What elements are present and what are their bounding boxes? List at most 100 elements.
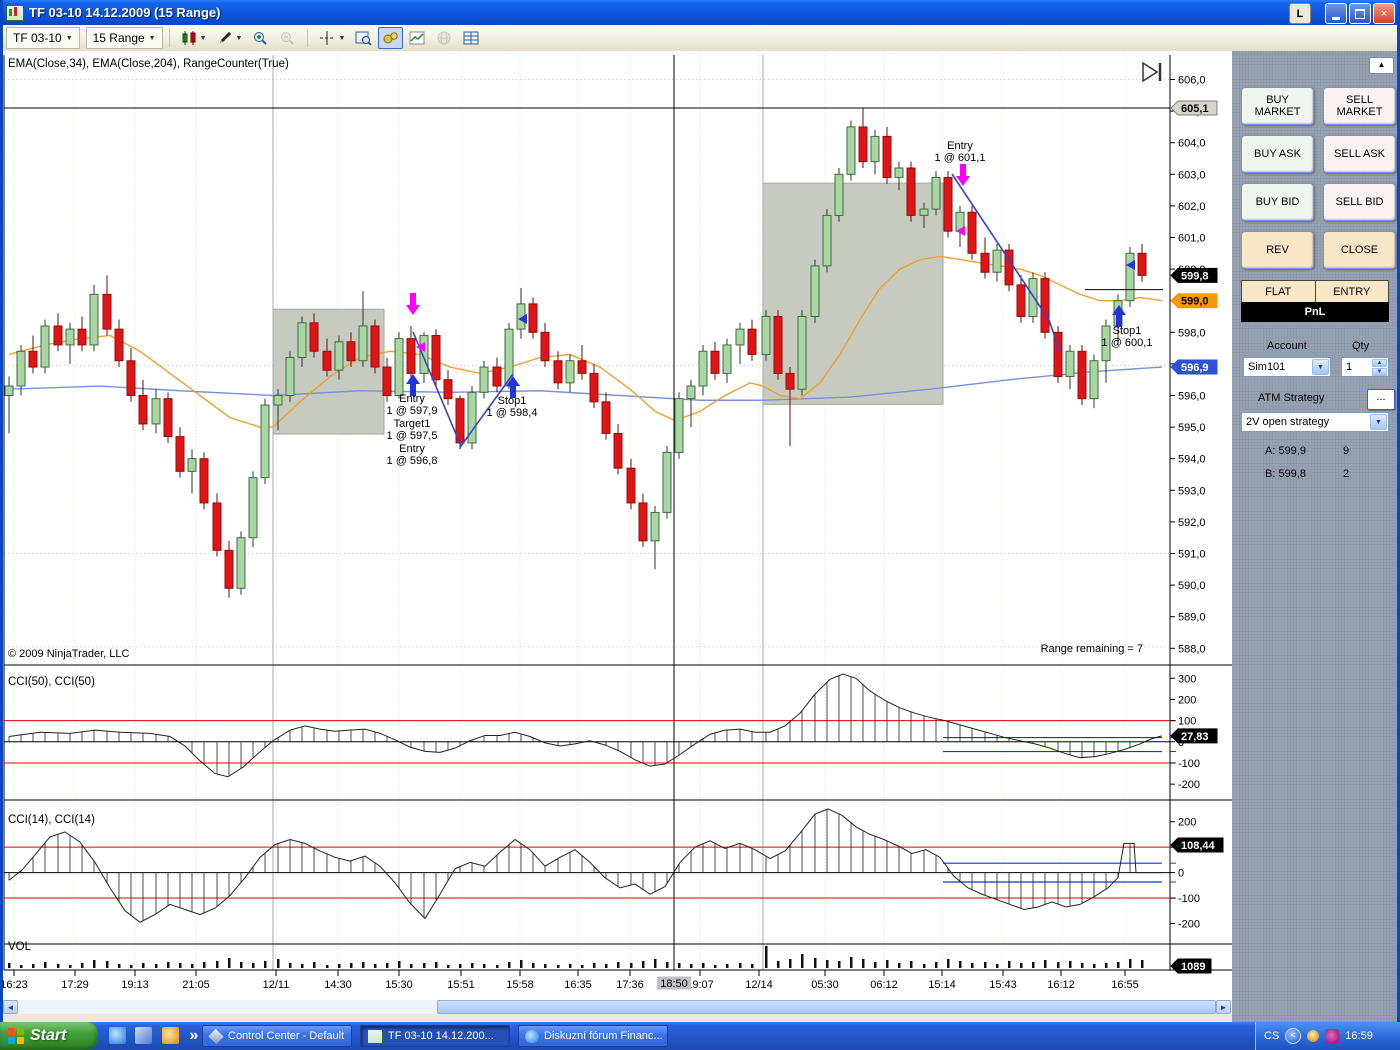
scrollbar-thumb[interactable] — [437, 1000, 1216, 1014]
sell-bid-button[interactable]: SELL BID — [1323, 183, 1396, 221]
panel-scroll-up-button[interactable]: ▲ — [1369, 57, 1394, 74]
app-icon[interactable] — [161, 1027, 179, 1045]
zoom-out-button[interactable] — [275, 27, 300, 49]
taskbar-task-1[interactable]: Control Center - Default — [202, 1025, 352, 1047]
instrument-selector[interactable]: TF 03-10 ▼ — [6, 27, 80, 49]
candle-body — [346, 341, 356, 362]
chart-canvas[interactable]: 588,0 589,0 590,0 591,0 592,0 593,0 594,0 595,0… — [3, 51, 1232, 1000]
interval-selector[interactable]: 15 Range ▼ — [85, 27, 163, 49]
spin-up-icon[interactable]: ▲ — [1372, 359, 1387, 367]
price-tick-label: 588,0 — [1178, 643, 1206, 655]
zoom-in-button[interactable] — [248, 27, 273, 49]
volume-bar — [8, 963, 11, 968]
language-button[interactable]: L — [1289, 3, 1311, 24]
flat-button[interactable]: FLAT — [1242, 281, 1316, 303]
app-chart-icon — [6, 4, 24, 21]
account-value: Sim101 — [1248, 361, 1286, 373]
sell-marker-icon — [956, 226, 965, 236]
volume-bar — [142, 963, 145, 968]
candle-body — [199, 458, 209, 504]
close-button[interactable]: × — [1373, 3, 1395, 24]
candle-body — [4, 385, 14, 396]
chevron-down-icon[interactable]: ▼ — [1312, 359, 1329, 375]
clock-app-icon[interactable] — [1307, 1030, 1320, 1042]
cci-tick-label: 200 — [1178, 694, 1196, 706]
volume-bar — [118, 964, 121, 968]
chevron-down-icon[interactable]: ▼ — [1370, 414, 1387, 430]
time-tick-label: 12/14 — [745, 979, 773, 991]
buy-bid-button[interactable]: BUY BID — [1241, 183, 1314, 221]
volume-bar — [532, 963, 535, 968]
position-box — [762, 182, 944, 405]
candle-body — [822, 214, 832, 267]
account-select[interactable]: Sim101 ▼ — [1243, 357, 1331, 377]
time-tick-label: 19:13 — [121, 979, 149, 991]
window-bottom-strip — [3, 1014, 1232, 1022]
scroll-right-button[interactable]: ► — [1216, 1000, 1231, 1014]
price-tick-label: 601,0 — [1178, 233, 1206, 245]
time-tick-label: 16:55 — [1111, 979, 1139, 991]
entry-button[interactable]: ENTRY — [1333, 286, 1371, 298]
rev-button[interactable]: REV — [1241, 231, 1314, 269]
buy-ask-button[interactable]: BUY ASK — [1241, 135, 1314, 173]
cci-tick-label: 200 — [1178, 817, 1196, 829]
close-button[interactable]: CLOSE — [1323, 231, 1396, 269]
candle-body — [1040, 278, 1050, 333]
cci50-line — [8, 673, 1163, 778]
antivirus-icon[interactable] — [1325, 1029, 1340, 1043]
trade-annotation: Entry — [947, 140, 973, 152]
messenger-icon[interactable] — [135, 1027, 153, 1045]
volume-bar — [801, 954, 804, 968]
ie-icon[interactable] — [109, 1027, 126, 1045]
candle-body — [419, 334, 429, 374]
instrument-label: TF 03-10 — [13, 31, 62, 45]
connection-button[interactable] — [432, 27, 457, 49]
volume-bar — [1129, 959, 1132, 968]
sell-ask-button[interactable]: SELL ASK — [1323, 135, 1396, 173]
chart-area: 588,0 589,0 590,0 591,0 592,0 593,0 594,0 595,0… — [3, 51, 1232, 1022]
price-tick-label: 602,0 — [1178, 201, 1206, 213]
price-tick-label: 592,0 — [1178, 517, 1206, 529]
candle-body — [309, 322, 319, 352]
candle-body — [747, 328, 757, 355]
candle-body — [698, 350, 708, 387]
candle-body — [334, 341, 344, 371]
chart-trader-toggle[interactable] — [378, 27, 404, 49]
data-grid-button[interactable] — [459, 27, 484, 49]
candle-body — [931, 176, 941, 210]
restore-button[interactable] — [1349, 3, 1371, 24]
price-tag — [1170, 728, 1218, 744]
candle-body — [662, 451, 672, 513]
minimize-button[interactable] — [1325, 3, 1347, 24]
chart-style-button[interactable]: ▼ — [177, 27, 211, 49]
strategy-select[interactable]: 2V open strategy ▼ — [1241, 412, 1389, 432]
cursor-mode-button[interactable]: ▼ — [315, 27, 349, 49]
atm-more-button[interactable]: ... — [1367, 389, 1395, 410]
volume-bar — [826, 960, 829, 968]
spin-down-icon[interactable]: ▼ — [1372, 368, 1387, 376]
candle-body — [114, 328, 124, 362]
sell-market-button[interactable]: SELL MARKET — [1323, 87, 1396, 125]
trade-annotation: 1 @ 600,1 — [1102, 337, 1153, 349]
volume-bar — [898, 963, 901, 968]
candle-body — [1077, 350, 1087, 400]
price-tick-label: 589,0 — [1178, 612, 1206, 624]
scroll-left-button[interactable]: ◄ — [3, 1000, 18, 1014]
chevron-more-icon[interactable]: » — [189, 1027, 199, 1044]
taskbar-task-3[interactable]: Diskuzní fórum Financ... — [518, 1025, 668, 1047]
candlestick-icon — [181, 30, 198, 46]
buy-market-button[interactable]: BUY MARKET — [1241, 87, 1314, 125]
taskbar-task-2[interactable]: TF 03-10 14.12.200... — [360, 1025, 510, 1047]
price-tag-label: 599,0 — [1181, 296, 1209, 308]
candle-body — [858, 126, 868, 163]
snapshot-button[interactable] — [351, 27, 376, 49]
volume-bar — [252, 963, 255, 968]
candle-body — [870, 135, 880, 163]
quantity-stepper[interactable]: 1 ▲ ▼ — [1341, 357, 1389, 377]
language-bar-icon[interactable]: < — [1285, 1028, 1302, 1044]
chart-analyzer-button[interactable] — [405, 27, 430, 49]
language-indicator[interactable]: CS — [1264, 1030, 1280, 1042]
start-button[interactable]: Start — [0, 1022, 98, 1050]
system-tray: CS < 16:59 — [1255, 1022, 1400, 1050]
draw-tool-button[interactable]: ▼ — [213, 27, 247, 49]
